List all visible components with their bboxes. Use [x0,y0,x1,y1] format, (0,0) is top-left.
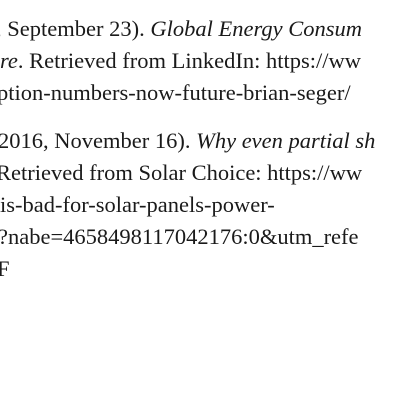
reference-source: . Retrieved from LinkedIn: https://ww [17,48,361,73]
reference-url: is-bad-for-solar-panels-power- [0,190,275,220]
reference-date: , September 23). [0,16,151,41]
reference-url-text: ption-numbers-now-future-brian-seger/ [0,80,351,105]
reference-url-text: ?nabe=4658498117042176:0&utm_refe [0,224,359,249]
reference-line: 2016, November 16). Why even partial sh [0,126,375,156]
reference-url: ?nabe=4658498117042176:0&utm_refe [0,222,359,252]
reference-line: Retrieved from Solar Choice: https://ww [0,158,362,188]
reference-date: 2016, November 16). [0,128,197,153]
reference-url: ption-numbers-now-future-brian-seger/ [0,78,351,108]
reference-fragment: F [0,256,10,281]
reference-url-text: is-bad-for-solar-panels-power- [0,192,275,217]
reference-source: Retrieved from Solar Choice: https://ww [0,160,363,185]
reference-title: Global Energy Consum [150,16,362,41]
reference-entry-1: , September 23). Global Energy Consum re… [0,14,400,110]
reference-line: , September 23). Global Energy Consum [0,14,362,44]
reference-title: Why even partial sh [196,128,376,153]
reference-line: re. Retrieved from LinkedIn: https://ww [0,46,361,76]
reference-title: re [0,48,18,73]
reference-entry-2: 2016, November 16). Why even partial sh … [0,126,400,286]
reference-line: F [0,254,10,284]
